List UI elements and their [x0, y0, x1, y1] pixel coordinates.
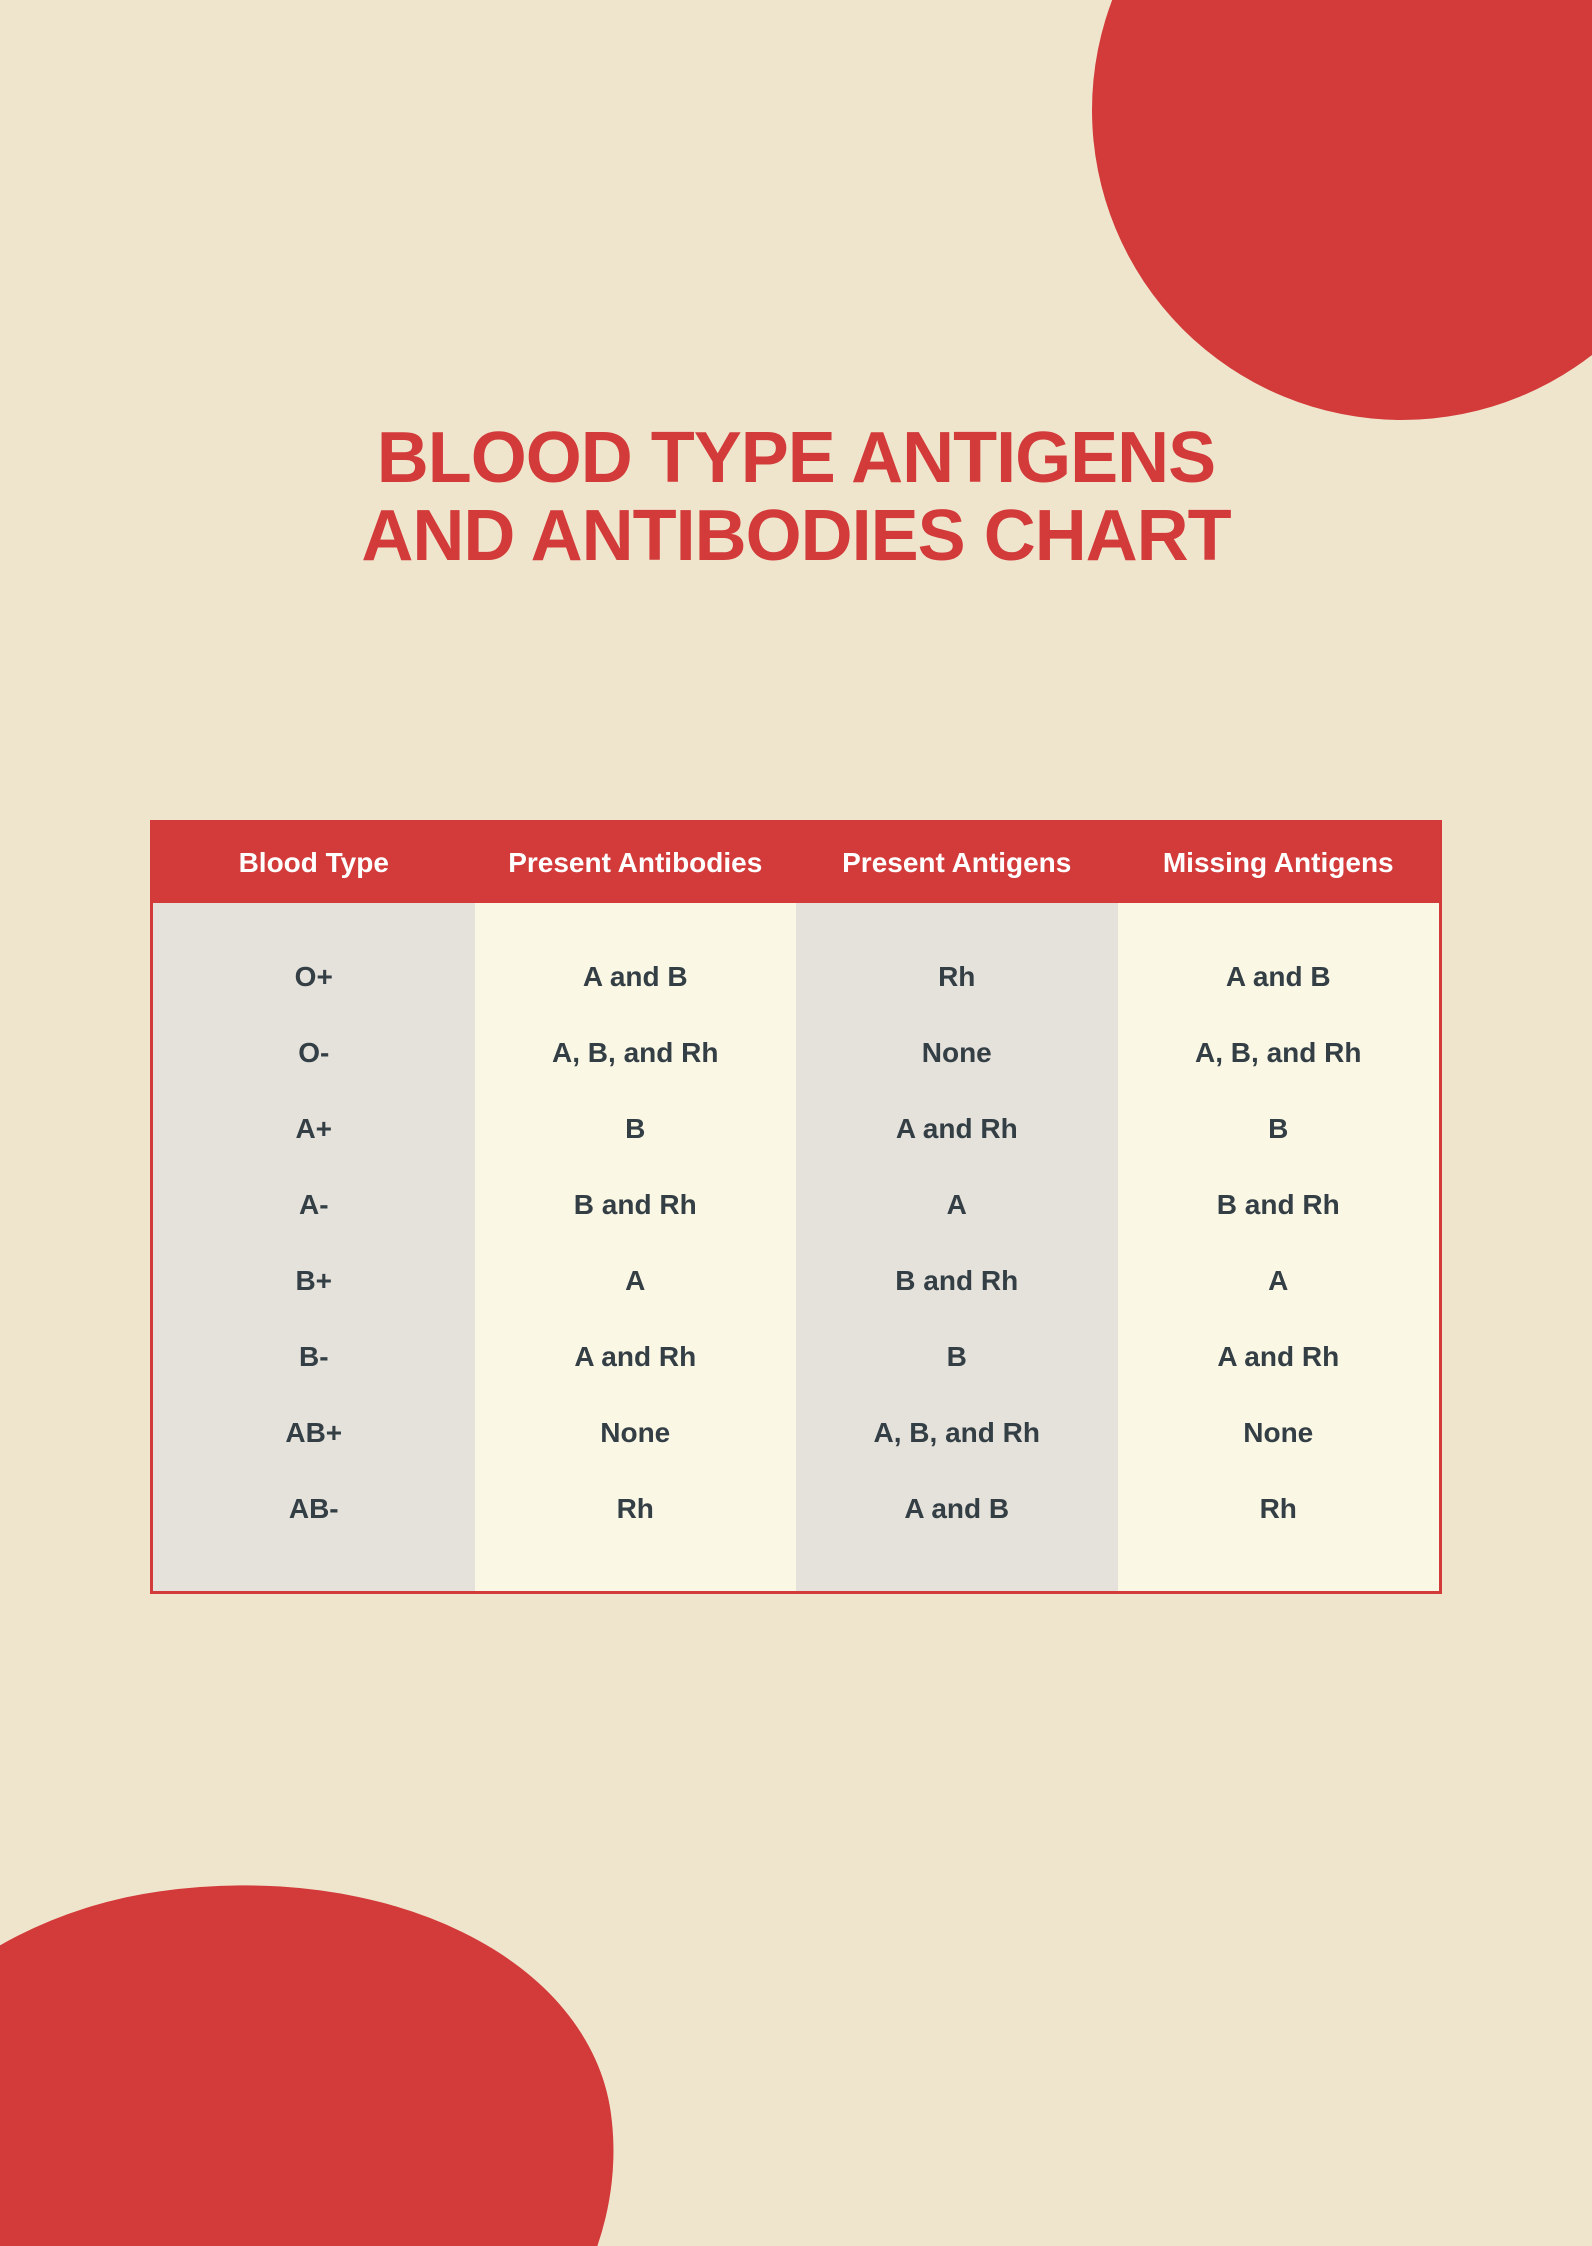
table-column-present-antibodies: A and B A, B, and Rh B B and Rh A A and … [475, 903, 797, 1591]
table-cell: None [1118, 1395, 1440, 1471]
table-cell: None [796, 1015, 1118, 1091]
table-header-cell: Present Antigens [796, 823, 1118, 903]
table-column-missing-antigens: A and B A, B, and Rh B B and Rh A A and … [1118, 903, 1440, 1591]
table-cell: B and Rh [1118, 1167, 1440, 1243]
table-cell: AB- [153, 1471, 475, 1547]
table-cell: Rh [475, 1471, 797, 1547]
table-column-present-antigens: Rh None A and Rh A B and Rh B A, B, and … [796, 903, 1118, 1591]
table-cell: A and Rh [475, 1319, 797, 1395]
decor-blob-top [1092, 0, 1592, 420]
table-cell: A [475, 1243, 797, 1319]
table-cell: A, B, and Rh [475, 1015, 797, 1091]
table-cell: B [1118, 1091, 1440, 1167]
table-cell: A and Rh [1118, 1319, 1440, 1395]
table-cell: Rh [796, 939, 1118, 1015]
table-cell: B [796, 1319, 1118, 1395]
table-header-cell: Missing Antigens [1118, 823, 1440, 903]
table-body: O+ O- A+ A- B+ B- AB+ AB- A and B A, B, … [153, 903, 1439, 1591]
page: BLOOD TYPE ANTIGENS AND ANTIBODIES CHART… [0, 0, 1592, 2246]
title-line-2: AND ANTIBODIES CHART [361, 496, 1230, 576]
table-cell: A- [153, 1167, 475, 1243]
table-cell: O- [153, 1015, 475, 1091]
table-cell: A and B [1118, 939, 1440, 1015]
table-cell: O+ [153, 939, 475, 1015]
blood-type-table: Blood Type Present Antibodies Present An… [150, 820, 1442, 1594]
table-cell: A [796, 1167, 1118, 1243]
table-cell: A and Rh [796, 1091, 1118, 1167]
table-cell: B+ [153, 1243, 475, 1319]
table-cell: AB+ [153, 1395, 475, 1471]
table-cell: A [1118, 1243, 1440, 1319]
table-cell: B and Rh [796, 1243, 1118, 1319]
table-cell: A, B, and Rh [1118, 1015, 1440, 1091]
table-cell: A and B [796, 1471, 1118, 1547]
table-cell: A, B, and Rh [796, 1395, 1118, 1471]
table-cell: B [475, 1091, 797, 1167]
title-line-1: BLOOD TYPE ANTIGENS [377, 418, 1215, 498]
table-cell: A+ [153, 1091, 475, 1167]
table-cell: Rh [1118, 1471, 1440, 1547]
table-column-blood-type: O+ O- A+ A- B+ B- AB+ AB- [153, 903, 475, 1591]
table-cell: A and B [475, 939, 797, 1015]
page-title: BLOOD TYPE ANTIGENS AND ANTIBODIES CHART [0, 420, 1592, 576]
table-header-row: Blood Type Present Antibodies Present An… [153, 823, 1439, 903]
table-cell: B and Rh [475, 1167, 797, 1243]
table-header-cell: Blood Type [153, 823, 475, 903]
table-cell: B- [153, 1319, 475, 1395]
table-header-cell: Present Antibodies [475, 823, 797, 903]
table-cell: None [475, 1395, 797, 1471]
decor-blob-bottom [0, 1833, 661, 2246]
